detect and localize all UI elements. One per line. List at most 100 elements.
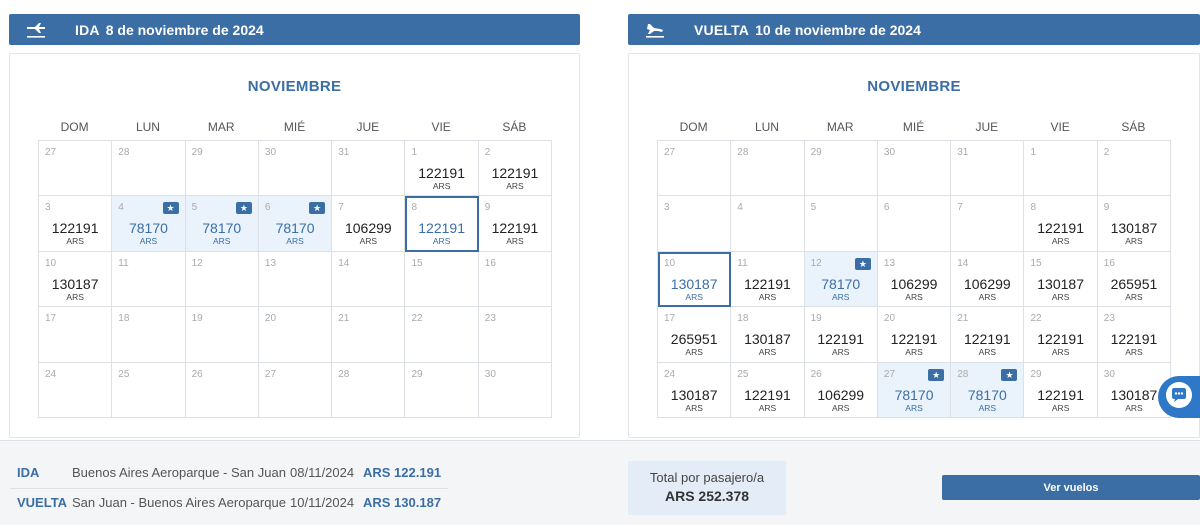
day-price: 122191 xyxy=(1037,386,1084,403)
day-number: 23 xyxy=(484,313,496,325)
calendar-day: 3 xyxy=(658,196,732,252)
calendar-day[interactable]: 20 122191 ARS xyxy=(877,307,952,363)
day-price: 78170 xyxy=(894,386,934,403)
day-price: 106299 xyxy=(817,386,865,403)
calendar-day-promo[interactable]: 27 78170 ARS ★ xyxy=(877,362,952,418)
day-currency: ARS xyxy=(1125,402,1143,413)
day-number: 23 xyxy=(1103,313,1115,325)
day-number: 8 xyxy=(1030,202,1037,214)
calendar-day: 28 xyxy=(731,141,805,197)
day-price: 78170 xyxy=(275,220,315,237)
calendar-day[interactable]: 29 122191 ARS xyxy=(1024,362,1098,418)
calendar-day[interactable]: 2 122191 ARS xyxy=(478,141,553,197)
day-number: 15 xyxy=(411,257,423,269)
calendar-day[interactable]: 7 106299 ARS xyxy=(332,196,406,252)
calendar-day: 28 xyxy=(332,362,406,418)
calendar-day-promo[interactable]: 28 78170 ARS ★ xyxy=(951,362,1025,418)
calendar-day[interactable]: 19 122191 ARS xyxy=(804,307,878,363)
day-number: 26 xyxy=(191,368,203,380)
summary-outbound-label: IDA xyxy=(17,464,40,480)
calendar-day[interactable]: 17 265951 ARS xyxy=(658,307,732,363)
calendar-day: 2 xyxy=(1097,141,1172,197)
day-price: 78170 xyxy=(202,220,242,237)
day-number: 18 xyxy=(737,313,749,325)
calendar-day[interactable]: 9 122191 ARS xyxy=(478,196,553,252)
day-price: 78170 xyxy=(128,220,168,237)
day-number: 4 xyxy=(118,202,124,214)
day-number: 29 xyxy=(1030,368,1042,380)
day-number: 27 xyxy=(883,368,896,380)
day-price: 130187 xyxy=(1110,386,1158,403)
calendar-day: 24 xyxy=(39,362,113,418)
calendar-day: 20 xyxy=(258,307,333,363)
calendar-day[interactable]: 11 122191 ARS xyxy=(731,251,805,308)
calendar-day: 27 xyxy=(658,141,732,197)
calendar-day[interactable]: 16 265951 ARS xyxy=(1097,251,1172,308)
calendar-day-promo[interactable]: 4 78170 ARS ★ xyxy=(112,196,186,252)
calendar-day[interactable]: 25 122191 ARS xyxy=(731,362,805,418)
calendar-day[interactable]: 9 130187 ARS xyxy=(1097,196,1172,252)
calendar-day: 22 xyxy=(405,307,479,363)
day-currency: ARS xyxy=(66,291,84,302)
calendar-day[interactable]: 26 106299 ARS xyxy=(804,362,878,418)
weekday-label: DOM xyxy=(679,120,708,134)
calendar-day: 14 xyxy=(332,251,406,308)
day-number: 25 xyxy=(737,368,749,380)
summary-return-route: San Juan - Buenos Aires Aeroparque xyxy=(72,494,286,510)
calendar-day: 28 xyxy=(112,141,186,197)
day-currency: ARS xyxy=(432,181,451,191)
day-price: 130187 xyxy=(670,275,718,292)
calendar-day[interactable]: 8 122191 ARS xyxy=(1024,196,1098,252)
calendar-day[interactable]: 1 122191 ARS xyxy=(405,141,479,197)
calendar-day: 13 xyxy=(258,251,333,308)
summary-outbound-date: 08/11/2024 xyxy=(290,464,355,480)
calendar-day[interactable]: 13 106299 ARS xyxy=(877,251,952,308)
day-number: 10 xyxy=(664,257,676,269)
day-number: 13 xyxy=(264,257,277,269)
day-number: 5 xyxy=(191,202,198,214)
calendar-day[interactable]: 10 130187 ARS xyxy=(39,251,113,308)
day-currency: ARS xyxy=(1125,291,1143,302)
calendar-day[interactable]: 14 106299 ARS xyxy=(951,251,1025,308)
calendar-day: 15 xyxy=(405,251,479,308)
day-number: 30 xyxy=(883,147,896,158)
summary-return-row: VUELTA San Juan - Buenos Aires Aeroparqu… xyxy=(0,487,450,517)
day-currency: ARS xyxy=(905,402,923,413)
day-price: 265951 xyxy=(1110,275,1158,292)
calendar-day[interactable]: 22 122191 ARS xyxy=(1024,307,1098,363)
day-price: 106299 xyxy=(963,275,1011,292)
day-currency: ARS xyxy=(1125,347,1143,358)
summary-return-amount: ARS 130.187 xyxy=(363,494,442,510)
chat-button[interactable] xyxy=(1158,376,1200,418)
summary-outbound-row: IDA Buenos Aires Aeroparque - San Juan 0… xyxy=(0,457,450,487)
calendar-day-promo[interactable]: 12 78170 ARS ★ xyxy=(804,251,878,308)
calendar-day[interactable]: 18 130187 ARS xyxy=(731,307,805,363)
calendar-day-promo[interactable]: 6 78170 ARS ★ xyxy=(258,196,333,252)
day-currency: ARS xyxy=(506,236,524,247)
calendar-day-selected[interactable]: 8 122191 ARS xyxy=(405,196,479,252)
calendar-day: 27 xyxy=(39,141,113,197)
calendar-day-selected[interactable]: 10 130187 ARS xyxy=(658,251,732,308)
calendar-day-promo[interactable]: 5 78170 ARS ★ xyxy=(185,196,259,252)
outbound-day-grid: 27 28 29 30 31 1 122191 ARS 2 122191 ARS 3 122191 ARS… xyxy=(38,140,553,418)
day-number: 26 xyxy=(810,368,822,380)
calendar-day[interactable]: 15 130187 ARS xyxy=(1024,251,1098,308)
calendar-day[interactable]: 3 122191 ARS xyxy=(39,196,113,252)
calendar-day: 30 xyxy=(877,141,952,197)
star-badge-icon: ★ xyxy=(928,368,945,381)
day-price: 122191 xyxy=(1110,331,1158,348)
day-number: 30 xyxy=(264,147,277,158)
weekday-label: LUN xyxy=(135,120,160,134)
calendar-day[interactable]: 21 122191 ARS xyxy=(951,307,1025,363)
day-price: 78170 xyxy=(967,386,1007,403)
weekday-label: JUE xyxy=(975,120,999,134)
day-number: 28 xyxy=(118,147,130,158)
day-number: 28 xyxy=(338,368,350,380)
day-price: 122191 xyxy=(963,331,1011,348)
calendar-day[interactable]: 23 122191 ARS xyxy=(1097,307,1172,363)
day-price: 122191 xyxy=(744,386,791,403)
view-flights-button[interactable]: Ver vuelos xyxy=(942,475,1200,500)
calendar-day[interactable]: 24 130187 ARS xyxy=(658,362,732,418)
day-currency: ARS xyxy=(758,347,777,358)
calendar-day: 12 xyxy=(185,251,259,308)
